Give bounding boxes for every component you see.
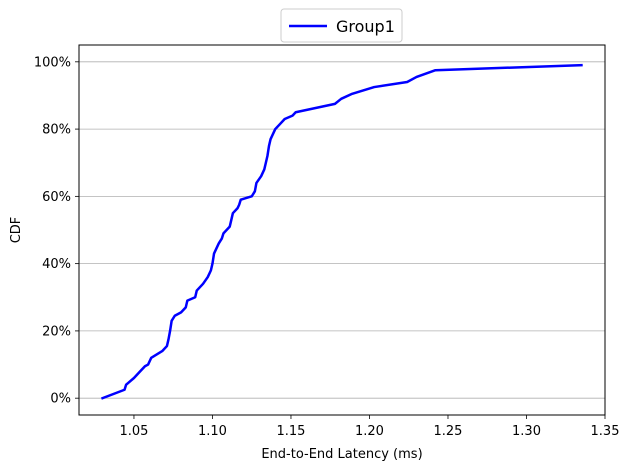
legend: Group1 [280, 8, 403, 43]
x-tick-label: 1.05 [119, 424, 148, 439]
y-axis-ticks: 0% 20% 40% 60% 80% 100% [34, 55, 79, 407]
legend-box [280, 8, 403, 43]
y-tick-label: 80% [42, 123, 71, 138]
gridlines [79, 61, 605, 399]
x-tick-label: 1.35 [591, 424, 620, 439]
series-layer [100, 63, 583, 400]
x-tick-label: 1.30 [512, 424, 541, 439]
axes-frame [78, 44, 606, 416]
y-axis-title: CDF [9, 217, 24, 244]
series-line-group1 [100, 63, 583, 400]
legend-label-group1: Group1 [336, 17, 395, 36]
x-tick-label: 1.15 [276, 424, 305, 439]
y-tick-label: 40% [42, 257, 71, 272]
y-tick-label: 0% [50, 392, 71, 407]
x-axis-title: End-to-End Latency (ms) [261, 447, 422, 462]
y-tick-label: 100% [34, 55, 71, 70]
x-axis-ticks: 1.05 1.10 1.15 1.20 1.25 1.30 1.35 [119, 415, 619, 439]
x-tick-label: 1.25 [434, 424, 463, 439]
x-tick-label: 1.10 [198, 424, 227, 439]
x-tick-label: 1.20 [355, 424, 384, 439]
y-tick-label: 60% [42, 190, 71, 205]
y-tick-label: 20% [42, 324, 71, 339]
